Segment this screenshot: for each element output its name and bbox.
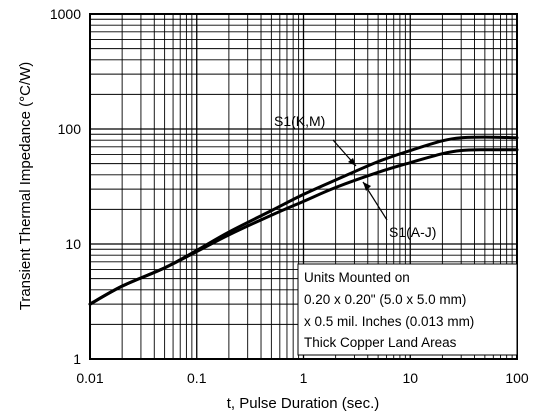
- curves: [88, 135, 519, 306]
- series-label-aj-arrowhead: [363, 182, 371, 191]
- series-label-aj: S1(A-J): [362, 181, 436, 240]
- mounting-note: Units Mounted on 0.20 x 0.20" (5.0 x 5.0…: [297, 263, 518, 356]
- x-tick-label: 1: [300, 370, 308, 386]
- x-tick-labels: 0.01 0.1 1 10 100: [76, 370, 529, 386]
- series-label-km-text: S1(K,M): [274, 113, 325, 129]
- mounting-note-line-4: Thick Copper Land Areas: [304, 335, 457, 350]
- mounting-note-box: [297, 263, 518, 356]
- y-axis-title: Transient Thermal Impedance (°C/W): [17, 62, 34, 311]
- y-tick-labels: 1 10 100 1000: [50, 6, 81, 367]
- mounting-note-line-2: 0.20 x 0.20" (5.0 x 5.0 mm): [304, 292, 466, 307]
- series-label-km-arrowhead: [348, 158, 356, 166]
- y-tick-label: 100: [58, 121, 82, 137]
- series-label-aj-text: S1(A-J): [389, 224, 436, 240]
- series-line-aj: [88, 148, 519, 306]
- x-tick-label: 0.1: [187, 370, 207, 386]
- series-label-km: S1(K,M): [274, 113, 357, 167]
- x-tick-label: 100: [505, 370, 529, 386]
- y-tick-label: 1: [73, 351, 81, 367]
- mounting-note-line-1: Units Mounted on: [304, 270, 410, 285]
- x-tick-label: 10: [402, 370, 418, 386]
- mounting-note-line-3: x 0.5 mil. Inches (0.013 mm): [304, 314, 474, 329]
- x-tick-label: 0.01: [76, 370, 103, 386]
- y-tick-label: 1000: [50, 6, 81, 22]
- plot-frame: [89, 13, 518, 360]
- y-tick-label: 10: [65, 236, 81, 252]
- x-axis-title: t, Pulse Duration (sec.): [227, 395, 380, 412]
